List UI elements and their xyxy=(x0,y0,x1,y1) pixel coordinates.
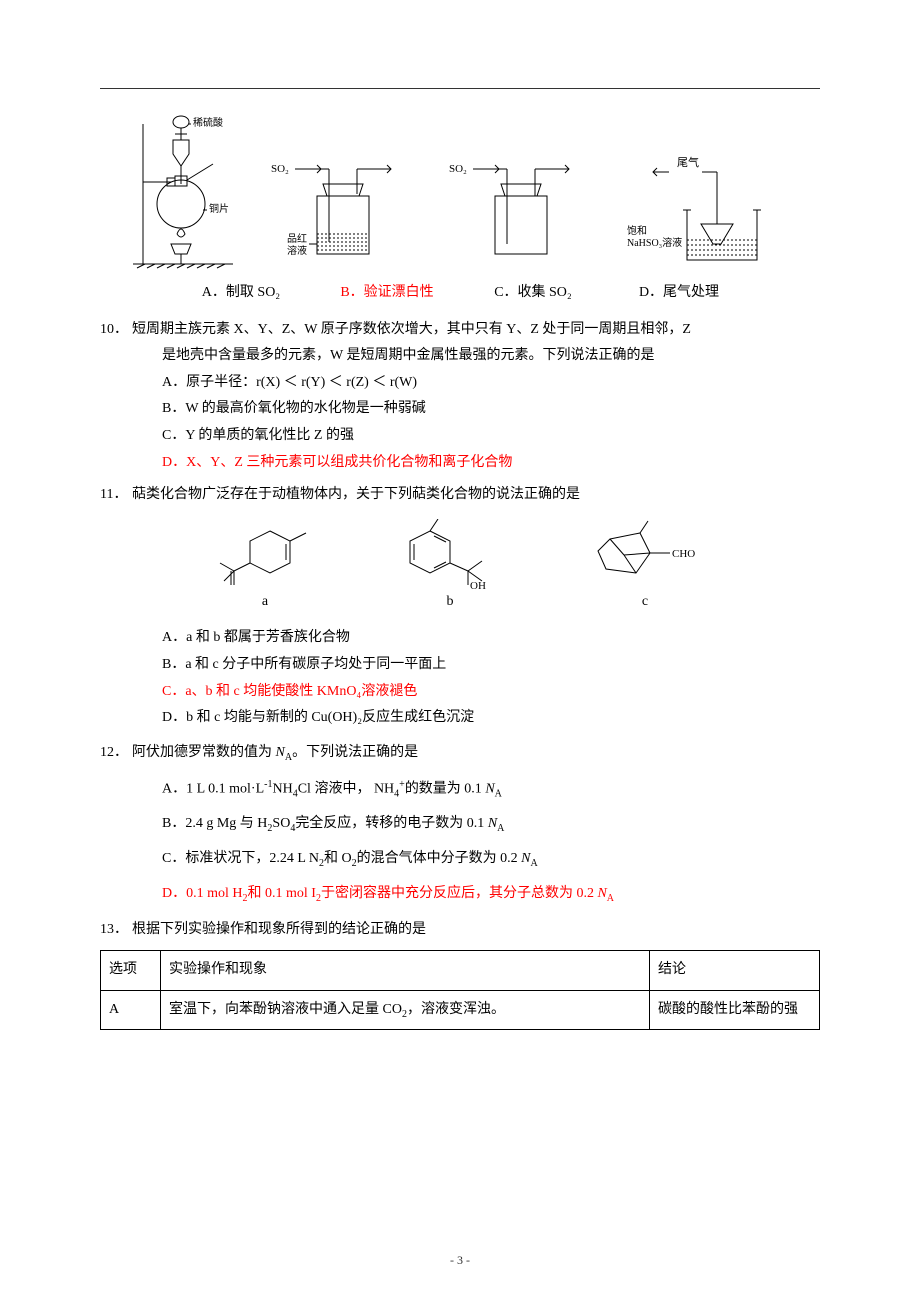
q10-D: D．X、Y、Z 三种元素可以组成共价化合物和离子化合物 xyxy=(100,450,820,477)
svg-text:饱和: 饱和 xyxy=(627,225,647,237)
q12-B: B．2.4 g Mg 与 H2SO4完全反应，转移的电子数为 0.1 NA xyxy=(100,811,820,838)
svg-text:CHO: CHO xyxy=(672,548,695,560)
q13-num: 13． xyxy=(100,917,132,944)
cell-opt: A xyxy=(101,990,161,1030)
th-conclusion: 结论 xyxy=(650,950,820,990)
svg-text:SO₂: SO₂ xyxy=(271,163,289,175)
molecules-row: a OH b xyxy=(100,519,820,616)
q11: 11．萜类化合物广泛存在于动植物体内，关于下列萜类化合物的说法正确的是 xyxy=(100,482,820,509)
panel-c: SO₂ xyxy=(449,154,599,274)
apparatus-tailgas-svg: 尾气 饱和 NaHSO₃溶液 xyxy=(627,154,787,274)
page-number: - 3 - xyxy=(0,1249,920,1272)
q12-A: A．1 L 0.1 mol·L-1NH4Cl 溶液中， NH4+的数量为 0.1… xyxy=(100,775,820,803)
svg-text:OH: OH xyxy=(470,580,486,589)
q10-A: A．原子半径：r(X) ＜ r(Y) ＜ r(Z) ＜ r(W) xyxy=(100,370,820,397)
q11-stem: 萜类化合物广泛存在于动植物体内，关于下列萜类化合物的说法正确的是 xyxy=(132,487,580,502)
panel-b: SO₂ 品红 xyxy=(271,154,421,274)
cell-op: 室温下，向苯酚钠溶液中通入足量 CO2，溶液变浑浊。 xyxy=(161,990,650,1030)
mol-b-label: b xyxy=(447,589,454,616)
apparatus-captions: A．制取 SO₂ B．验证漂白性 C．收集 SO₂ D．尾气处理 xyxy=(100,280,820,307)
q10-B: B．W 的最高价氧化物的水化物是一种弱碱 xyxy=(100,396,820,423)
table-row: A 室温下，向苯酚钠溶液中通入足量 CO2，溶液变浑浊。 碳酸的酸性比苯酚的强 xyxy=(101,990,820,1030)
table-header-row: 选项 实验操作和现象 结论 xyxy=(101,950,820,990)
q13: 13．根据下列实验操作和现象所得到的结论正确的是 xyxy=(100,917,820,944)
q10-stem2: 是地壳中含量最多的元素，W 是短周期中金属性最强的元素。下列说法正确的是 xyxy=(100,343,820,370)
svg-text:NaHSO₃溶液: NaHSO₃溶液 xyxy=(627,236,682,249)
q13-table: 选项 实验操作和现象 结论 A 室温下，向苯酚钠溶液中通入足量 CO2，溶液变浑… xyxy=(100,950,820,1030)
q11-B: B．a 和 c 分子中所有碳原子均处于同一平面上 xyxy=(100,652,820,679)
q11-num: 11． xyxy=(100,482,132,509)
q10-num: 10． xyxy=(100,317,132,344)
q10-C: C．Y 的单质的氧化性比 Z 的强 xyxy=(100,423,820,450)
th-operation: 实验操作和现象 xyxy=(161,950,650,990)
panel-d: 尾气 饱和 NaHSO₃溶液 xyxy=(627,154,787,274)
q10-stem1: 短周期主族元素 X、Y、Z、W 原子序数依次增大，其中只有 Y、Z 处于同一周期… xyxy=(132,322,691,337)
molecule-b: OH b xyxy=(390,519,510,616)
mol-c-label: c xyxy=(642,589,648,616)
header-rule xyxy=(100,88,820,89)
caption-d: D．尾气处理 xyxy=(624,280,734,307)
caption-a: A．制取 SO₂ xyxy=(186,280,296,307)
q12-D: D．0.1 mol H2和 0.1 mol I2于密闭容器中充分反应后，其分子总… xyxy=(100,881,820,908)
q11-A: A．a 和 b 都属于芳香族化合物 xyxy=(100,625,820,652)
q12: 12．阿伏加德罗常数的值为 NA。下列说法正确的是 xyxy=(100,740,820,767)
apparatus-row: 稀硫酸 铜片 xyxy=(100,104,820,274)
caption-c: C．收集 SO₂ xyxy=(478,280,588,307)
th-option: 选项 xyxy=(101,950,161,990)
molecule-a: a xyxy=(210,519,320,616)
svg-text:品红: 品红 xyxy=(287,232,307,245)
svg-text:稀硫酸: 稀硫酸 xyxy=(193,116,223,129)
apparatus-washbottle-svg: SO₂ 品红 xyxy=(271,154,421,274)
molecule-c: CHO c xyxy=(580,519,710,616)
q11-C: C．a、b 和 c 均能使酸性 KMnO₄溶液褪色 xyxy=(100,679,820,706)
svg-text:SO₂: SO₂ xyxy=(449,163,467,175)
cell-conc: 碳酸的酸性比苯酚的强 xyxy=(650,990,820,1030)
apparatus-generator-svg: 稀硫酸 铜片 xyxy=(133,104,243,274)
panel-a: 稀硫酸 铜片 xyxy=(133,104,243,274)
caption-b: B．验证漂白性 xyxy=(332,280,442,307)
q12-C: C．标准状况下，2.24 L N2和 O2的混合气体中分子数为 0.2 NA xyxy=(100,846,820,873)
svg-text:铜片: 铜片 xyxy=(209,202,229,215)
q12-stem: 阿伏加德罗常数的值为 NA。下列说法正确的是 xyxy=(132,745,418,760)
apparatus-collect-svg: SO₂ xyxy=(449,154,599,274)
q10: 10．短周期主族元素 X、Y、Z、W 原子序数依次增大，其中只有 Y、Z 处于同… xyxy=(100,317,820,344)
q12-num: 12． xyxy=(100,740,132,767)
q13-stem: 根据下列实验操作和现象所得到的结论正确的是 xyxy=(132,922,426,937)
svg-text:尾气: 尾气 xyxy=(677,155,699,169)
svg-text:溶液: 溶液 xyxy=(287,244,307,257)
q11-D: D．b 和 c 均能与新制的 Cu(OH)₂反应生成红色沉淀 xyxy=(100,705,820,732)
mol-a-label: a xyxy=(262,589,268,616)
